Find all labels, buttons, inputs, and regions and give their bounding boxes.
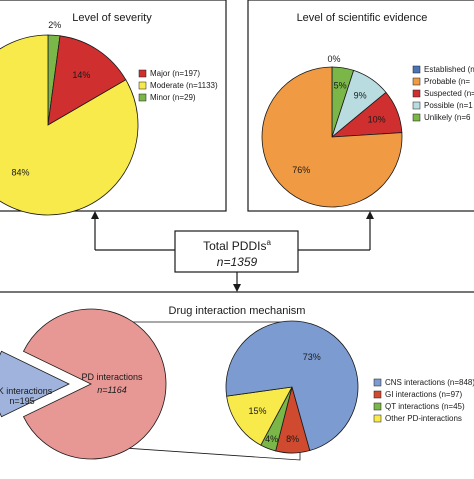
legend-swatch (373, 390, 382, 399)
slice-label: 84% (12, 168, 30, 178)
pd-legend: CNS interactions (n=848) GI interactions … (373, 378, 474, 423)
slice-label: 14% (72, 70, 90, 80)
pie-slice (261, 66, 403, 208)
legend-swatch (412, 65, 421, 74)
legend-swatch (138, 81, 147, 90)
total-count: n=1359 (217, 255, 258, 269)
severity-title: Level of severity (72, 12, 152, 24)
evidence-pie: 5% 9% 10% 76% 0% (261, 54, 403, 208)
mechanism-pie: PD interactions n=1164 PK interactionsn=19… (0, 308, 167, 460)
zero-percent-label: 0% (327, 54, 340, 64)
pk-count-label: n=195 (9, 396, 34, 406)
evidence-title: Level of scientific evidence (297, 12, 428, 24)
pd-interactions-label: PD interactions (81, 372, 143, 382)
total-box (174, 230, 299, 273)
legend-label: Moderate (n=1133) (150, 81, 218, 90)
legend-label: Probable (n= (424, 77, 470, 86)
pie-slice (47, 35, 127, 126)
legend-swatch (138, 93, 147, 102)
pd-breakdown-pie: 8% 4% 15% 73% (225, 320, 359, 454)
arrow-to-mechanism-head (233, 284, 241, 292)
pd-count-label: n=1164 (97, 385, 127, 395)
severity-pie: 2% 14% 84% (0, 20, 139, 216)
legend-label: GI interactions (n=97) (385, 390, 462, 399)
legend-swatch (412, 89, 421, 98)
legend-label: Major (n=197) (150, 69, 200, 78)
slice-label: 15% (249, 406, 267, 416)
legend-label: Suspected (n= (424, 89, 474, 98)
slice-label: 4% (265, 434, 278, 444)
legend-swatch (412, 77, 421, 86)
evidence-legend: Established (n Probable (n= Suspected (n= P… (412, 65, 474, 122)
pie-slice (0, 34, 139, 216)
slice-label: 10% (368, 114, 386, 124)
legend-swatch (373, 378, 382, 387)
slice-label: 73% (303, 352, 321, 362)
arrow-to-severity-head (91, 211, 99, 219)
legend-label: Unlikely (n=6 (424, 113, 471, 122)
pie-slice (22, 308, 167, 460)
pie-slice (225, 320, 359, 452)
legend-swatch (412, 113, 421, 122)
slice-label: 8% (286, 434, 299, 444)
legend-label: Other PD-interactions (385, 414, 462, 423)
slice-label: 5% (334, 81, 347, 91)
pk-interactions-label: PK interactions (0, 386, 53, 396)
pie-slice (0, 350, 70, 418)
slice-label: 2% (48, 20, 61, 30)
mechanism-title: Drug interaction mechanism (169, 305, 306, 317)
legend-label: QT interactions (n=45) (385, 402, 465, 411)
legend-label: CNS interactions (n=848) (385, 378, 474, 387)
total-superscript: a (266, 238, 271, 247)
legend-swatch (138, 69, 147, 78)
legend-label: Established (n (424, 65, 474, 74)
slice-label: 76% (292, 165, 310, 175)
total-label: Total PDDIsa (203, 238, 271, 253)
legend-label: Possible (n=1 (424, 101, 473, 110)
pie-slice (226, 386, 293, 446)
legend-label: Minor (n=29) (150, 93, 196, 102)
arrow-to-evidence-head (366, 211, 374, 219)
legend-swatch (373, 414, 382, 423)
legend-swatch (412, 101, 421, 110)
legend-swatch (373, 402, 382, 411)
slice-label: 9% (354, 91, 367, 101)
severity-legend: Major (n=197) Moderate (n=1133) Minor (n=2… (138, 69, 218, 102)
